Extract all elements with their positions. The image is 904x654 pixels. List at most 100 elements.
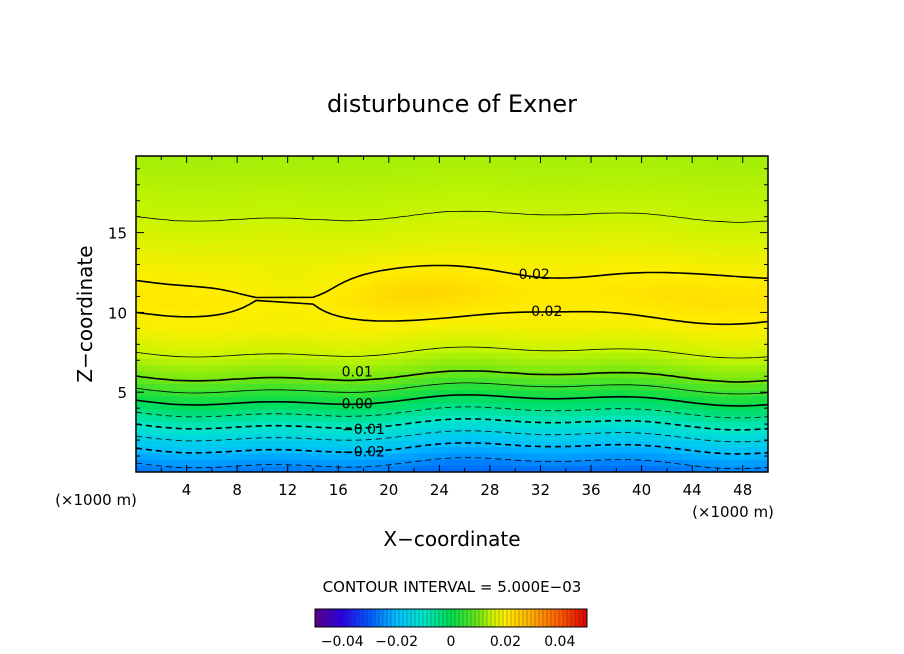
field-cell bbox=[278, 307, 287, 315]
field-cell bbox=[483, 364, 493, 372]
field-cell bbox=[365, 434, 374, 441]
field-cell bbox=[341, 358, 350, 366]
field-cell bbox=[681, 200, 690, 208]
field-cell bbox=[396, 402, 406, 410]
field-cell bbox=[523, 263, 532, 271]
field-cell bbox=[475, 282, 485, 290]
field-cell bbox=[309, 345, 319, 353]
field-cell bbox=[286, 276, 295, 283]
field-cell bbox=[641, 427, 651, 435]
field-cell bbox=[333, 314, 342, 321]
field-cell bbox=[254, 377, 263, 385]
field-cell bbox=[760, 276, 768, 283]
field-cell bbox=[657, 421, 666, 429]
field-cell bbox=[744, 339, 753, 347]
field-cell bbox=[696, 415, 706, 422]
field-cell bbox=[420, 339, 429, 347]
field-cell bbox=[341, 320, 350, 328]
field-cell bbox=[562, 364, 572, 372]
field-cell bbox=[483, 345, 493, 353]
field-cell bbox=[143, 396, 153, 404]
field-cell bbox=[341, 156, 350, 163]
field-cell bbox=[633, 307, 643, 315]
field-cell bbox=[349, 276, 358, 283]
field-cell bbox=[262, 156, 271, 163]
field-cell bbox=[491, 434, 500, 441]
field-cell bbox=[657, 465, 666, 472]
field-cell bbox=[657, 263, 666, 271]
field-cell bbox=[752, 415, 761, 422]
field-cell bbox=[515, 377, 524, 385]
field-cell bbox=[641, 250, 651, 258]
field-cell bbox=[230, 187, 240, 195]
field-cell bbox=[665, 402, 674, 410]
field-cell bbox=[586, 345, 595, 353]
field-cell bbox=[412, 459, 421, 467]
field-cell bbox=[752, 459, 761, 467]
field-cell bbox=[752, 440, 761, 448]
field-cell bbox=[388, 459, 398, 467]
field-cell bbox=[270, 156, 279, 163]
field-cell bbox=[396, 206, 406, 214]
field-cell bbox=[183, 301, 192, 309]
field-cell bbox=[380, 427, 390, 435]
field-cell bbox=[641, 231, 651, 239]
field-cell bbox=[420, 377, 429, 385]
field-cell bbox=[349, 459, 358, 467]
field-cell bbox=[341, 269, 350, 277]
field-cell bbox=[396, 427, 406, 435]
field-cell bbox=[617, 238, 627, 246]
field-cell bbox=[325, 200, 335, 208]
field-cell bbox=[151, 320, 161, 328]
field-cell bbox=[341, 288, 350, 296]
field-cell bbox=[704, 269, 714, 277]
field-cell bbox=[649, 156, 658, 163]
field-cell bbox=[357, 175, 366, 182]
field-cell bbox=[641, 200, 651, 208]
field-cell bbox=[191, 421, 200, 429]
field-cell bbox=[301, 396, 311, 404]
field-cell bbox=[404, 250, 414, 258]
field-cell bbox=[301, 459, 311, 467]
field-cell bbox=[507, 295, 516, 302]
field-cell bbox=[238, 168, 248, 176]
field-cell bbox=[657, 206, 666, 214]
field-cell bbox=[444, 162, 453, 170]
field-cell bbox=[641, 307, 651, 315]
colorbar-segment bbox=[502, 608, 508, 628]
field-cell bbox=[507, 257, 516, 264]
field-cell bbox=[380, 314, 390, 321]
field-cell bbox=[238, 383, 248, 391]
field-cell bbox=[199, 193, 208, 201]
field-cell bbox=[175, 402, 184, 410]
field-cell bbox=[641, 295, 651, 302]
field-cell bbox=[404, 383, 414, 391]
field-cell bbox=[136, 288, 145, 296]
field-cell bbox=[760, 168, 768, 176]
field-cell bbox=[143, 389, 153, 397]
field-cell bbox=[317, 238, 327, 246]
field-cell bbox=[191, 440, 200, 448]
field-cell bbox=[483, 162, 493, 170]
field-cell bbox=[459, 415, 469, 422]
field-cell bbox=[262, 396, 271, 404]
field-cell bbox=[760, 162, 768, 170]
field-cell bbox=[365, 276, 374, 283]
field-cell bbox=[341, 301, 350, 309]
field-cell bbox=[617, 377, 627, 385]
field-cell bbox=[744, 326, 753, 334]
field-cell bbox=[523, 187, 532, 195]
field-cell bbox=[475, 339, 485, 347]
field-cell bbox=[286, 453, 295, 460]
field-cell bbox=[681, 427, 690, 435]
field-cell bbox=[151, 257, 161, 264]
field-cell bbox=[641, 396, 651, 404]
field-cell bbox=[365, 168, 374, 176]
field-cell bbox=[752, 320, 761, 328]
field-cell bbox=[515, 446, 524, 454]
field-cell bbox=[444, 383, 453, 391]
field-cell bbox=[491, 231, 500, 239]
field-cell bbox=[475, 389, 485, 397]
field-cell bbox=[452, 175, 461, 182]
field-cell bbox=[704, 276, 714, 283]
